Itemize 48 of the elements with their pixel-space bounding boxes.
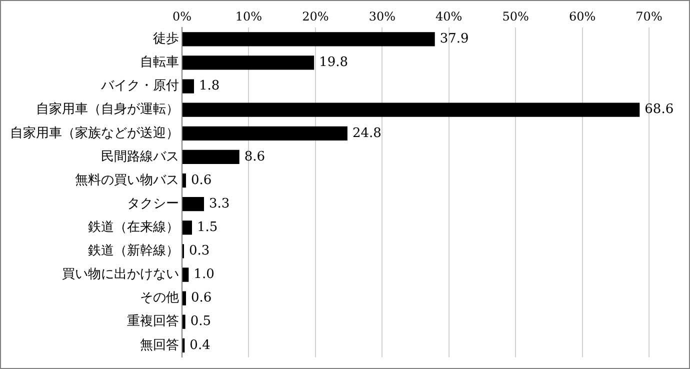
y-tick-label: タクシー <box>127 196 179 212</box>
x-tick-label: 40% <box>436 9 462 24</box>
y-tick-label: 自家用車（自身が運転） <box>36 101 179 118</box>
bar <box>182 32 435 46</box>
y-tick-label: 無料の買い物バス <box>75 172 179 188</box>
y-tick-label: その他 <box>140 290 179 306</box>
data-label: 0.6 <box>191 172 212 188</box>
bar <box>182 79 194 94</box>
bar <box>182 56 314 70</box>
x-tick-label: 60% <box>568 9 596 24</box>
bar <box>182 220 192 235</box>
x-tick-label: 10% <box>235 9 262 24</box>
x-tick-label: 70% <box>636 9 662 24</box>
y-tick-label: 買い物に出かけない <box>62 267 179 282</box>
bar <box>182 291 186 306</box>
y-tick-label: 民間路線バス <box>101 149 179 164</box>
x-tick-label: 0% <box>172 9 192 24</box>
y-tick-label: バイク・原付 <box>100 78 179 94</box>
y-tick-label: 重複回答 <box>127 314 179 330</box>
bar <box>182 314 186 329</box>
data-label: 19.8 <box>319 55 348 70</box>
y-tick-label: 鉄道（在来線） <box>88 220 179 236</box>
y-tick-label: 徒歩 <box>153 32 179 47</box>
bar <box>182 268 189 282</box>
data-label: 0.6 <box>191 290 212 306</box>
y-tick-label: 自転車 <box>140 55 179 70</box>
data-label: 68.6 <box>644 102 674 118</box>
data-label: 37.9 <box>440 32 469 47</box>
x-tick-label: 20% <box>302 9 329 24</box>
bar <box>182 173 186 188</box>
data-label: 0.5 <box>190 314 212 330</box>
bar <box>182 197 204 212</box>
y-tick-label: 無回答 <box>140 338 179 353</box>
data-label: 0.3 <box>189 244 210 259</box>
data-label: 0.4 <box>190 338 210 353</box>
x-tick-label: 30% <box>368 9 396 24</box>
data-label: 3.3 <box>209 196 230 212</box>
bar <box>182 150 240 164</box>
bar <box>182 126 348 140</box>
y-tick-label: 自家用車（家族などが送迎） <box>10 124 179 141</box>
bar <box>182 102 640 117</box>
data-label: 1.0 <box>194 267 214 282</box>
x-tick-label: 50% <box>502 9 529 24</box>
data-label: 1.5 <box>197 220 218 236</box>
data-label: 1.8 <box>199 78 220 94</box>
data-label: 8.6 <box>244 149 266 164</box>
data-label: 24.8 <box>352 126 382 141</box>
y-tick-label: 鉄道（新幹線） <box>88 244 179 259</box>
